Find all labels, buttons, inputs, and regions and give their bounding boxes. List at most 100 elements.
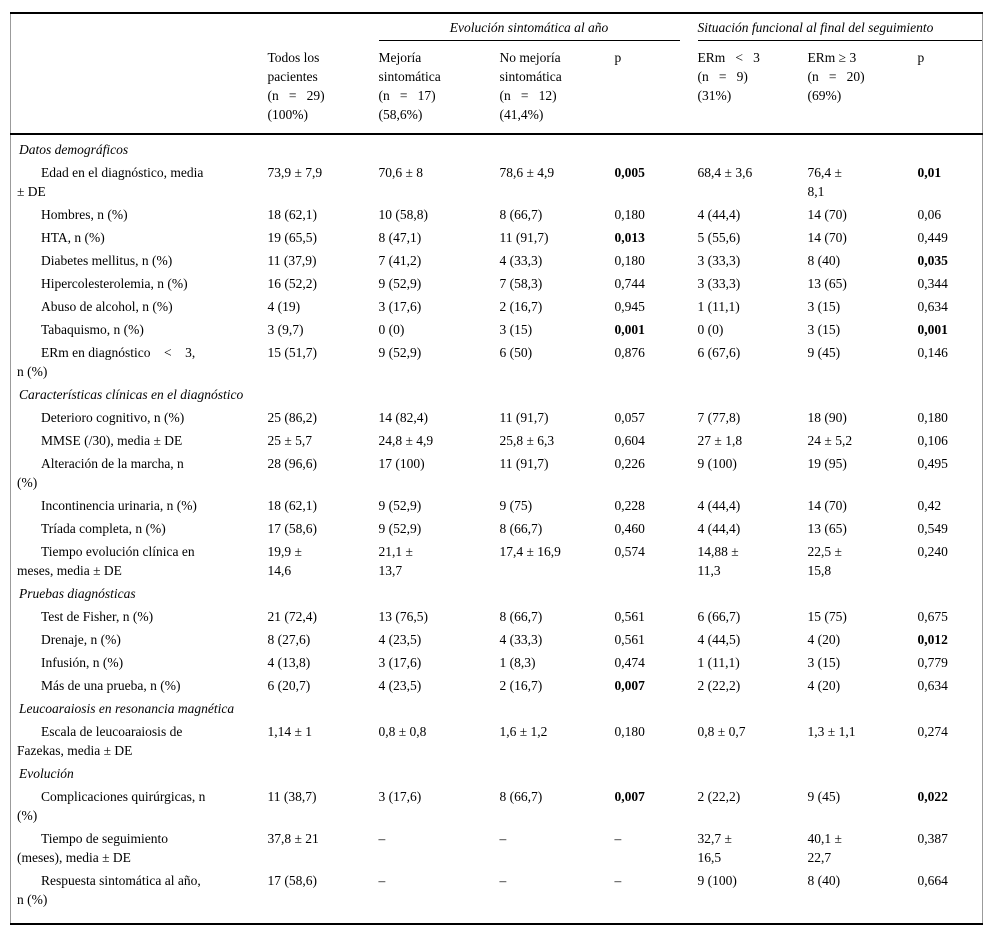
cell-p2: 0,344 (917, 276, 948, 291)
section-row: Leucoaraiosis en resonancia magnética (11, 697, 983, 720)
cell-erm_ge3: 24 ± 5,2 (807, 433, 853, 448)
cell-p1: 0,604 (614, 433, 645, 448)
cell-mejoria: 70,6 ± 8 (378, 165, 424, 180)
col-header-mejoria: Mejoría sintomática (n = 17) (58,6%) (378, 41, 500, 135)
cell-p2: 0,42 (917, 498, 942, 513)
table-row: Tabaquismo, n (%) 3 (9,7) 0 (0) 3 (15) 0,001… (11, 318, 983, 341)
cell-erm_ge3: 4 (20) (807, 678, 841, 693)
cell-mejoria: 3 (17,6) (378, 655, 422, 670)
cell-erm_ge3: 14 (70) (807, 498, 847, 513)
table-body: Datos demográficos Edad en el diagnóstico… (11, 134, 983, 924)
cell-erm_lt3: 32,7 ± 16,5 (697, 831, 732, 865)
cell-label: Incontinencia urinaria, n (%) (41, 498, 197, 513)
cell-no_mejoria: 7 (58,3) (499, 276, 543, 291)
cell-p1: 0,005 (614, 165, 645, 180)
cell-todos: 16 (52,2) (267, 276, 318, 291)
cell-erm_ge3: 3 (15) (807, 655, 841, 670)
cell-todos: 11 (38,7) (267, 789, 317, 804)
cell-erm_lt3: 2 (22,2) (697, 789, 741, 804)
cell-erm_ge3: 15 (75) (807, 609, 847, 624)
cell-erm_lt3: 5 (55,6) (697, 230, 741, 245)
cell-erm_lt3: 3 (33,3) (697, 253, 741, 268)
group-header-row: Evolución sintomática al año Situación fu… (11, 13, 983, 41)
cell-erm_lt3: 68,4 ± 3,6 (697, 165, 753, 180)
table-row: Complicaciones quirúrgicas, n (%) 11 (38,… (11, 785, 983, 827)
cell-todos: 11 (37,9) (267, 253, 317, 268)
cell-p2: 0,664 (917, 873, 948, 888)
section-row: Evolución (11, 762, 983, 785)
cell-mejoria: 4 (23,5) (378, 678, 422, 693)
cell-p1: 0,226 (614, 456, 645, 471)
cell-p2: 0,012 (917, 632, 948, 647)
cell-label: Deterioro cognitivo, n (%) (41, 410, 185, 425)
cell-p1: 0,561 (614, 609, 645, 624)
cell-erm_ge3: 8 (40) (807, 253, 841, 268)
cell-p1: 0,057 (614, 410, 645, 425)
cell-todos: 17 (58,6) (267, 521, 318, 536)
cell-label: Tiempo de seguimiento (meses), media ± D… (17, 831, 168, 865)
cell-mejoria: 8 (47,1) (378, 230, 422, 245)
cell-mejoria: 9 (52,9) (378, 345, 422, 360)
section-row: Datos demográficos (11, 134, 983, 161)
table-row: Hombres, n (%) 18 (62,1) 10 (58,8) 8 (66,7)… (11, 203, 983, 226)
cell-p2: 0,106 (917, 433, 948, 448)
cell-p1: 0,460 (614, 521, 645, 536)
cell-mejoria: 7 (41,2) (378, 253, 422, 268)
group-header-cell: Evolución sintomática al año (378, 13, 698, 41)
cell-todos: 4 (19) (267, 299, 301, 314)
cell-p2: 0,146 (917, 345, 948, 360)
table-row: Test de Fisher, n (%) 21 (72,4) 13 (76,5) 8… (11, 605, 983, 628)
section-label: Características clínicas en el diagnósti… (19, 387, 244, 402)
cell-no_mejoria: 8 (66,7) (499, 207, 543, 222)
cell-label: Complicaciones quirúrgicas, n (%) (17, 789, 206, 823)
cell-erm_ge3: 3 (15) (807, 322, 841, 337)
cell-erm_lt3: 0,8 ± 0,7 (697, 724, 746, 739)
cell-mejoria: 17 (100) (378, 456, 425, 471)
cell-label: Drenaje, n (%) (41, 632, 121, 647)
cell-todos: 28 (96,6) (267, 456, 318, 471)
cell-no_mejoria: 4 (33,3) (499, 632, 543, 647)
col-header-p1: p (614, 41, 698, 135)
cell-p1: 0,474 (614, 655, 645, 670)
cell-todos: 17 (58,6) (267, 873, 318, 888)
cell-mejoria: 9 (52,9) (378, 498, 422, 513)
cell-erm_ge3: 13 (65) (807, 521, 847, 536)
section-label: Datos demográficos (19, 142, 129, 157)
section-row: Pruebas diagnósticas (11, 582, 983, 605)
cell-no_mejoria: 78,6 ± 4,9 (499, 165, 555, 180)
table-row: Diabetes mellitus, n (%) 11 (37,9) 7 (41,2… (11, 249, 983, 272)
cell-todos: 6 (20,7) (267, 678, 311, 693)
cell-erm_ge3: 1,3 ± 1,1 (807, 724, 856, 739)
cell-p1: 0,013 (614, 230, 645, 245)
cell-no_mejoria: 1,6 ± 1,2 (499, 724, 548, 739)
table-row: Abuso de alcohol, n (%) 4 (19) 3 (17,6) 2 (… (11, 295, 983, 318)
cell-erm_ge3: 14 (70) (807, 230, 847, 245)
cell-p2: 0,449 (917, 230, 948, 245)
cell-todos: 1,14 ± 1 (267, 724, 313, 739)
cell-erm_lt3: 9 (100) (697, 873, 737, 888)
cell-erm_lt3: 27 ± 1,8 (697, 433, 743, 448)
cell-label: MMSE (/30), media ± DE (41, 433, 183, 448)
cell-mejoria: 4 (23,5) (378, 632, 422, 647)
cell-p1: 0,876 (614, 345, 645, 360)
cell-p2: 0,001 (917, 322, 948, 337)
col-header-label (10, 41, 268, 135)
cell-label: Edad en el diagnóstico, media ± DE (17, 165, 204, 199)
cell-p2: 0,01 (917, 165, 942, 180)
cell-erm_lt3: 0 (0) (697, 322, 724, 337)
cell-erm_lt3: 3 (33,3) (697, 276, 741, 291)
cell-todos: 25 (86,2) (267, 410, 318, 425)
cell-label: Más de una prueba, n (%) (41, 678, 181, 693)
table-row: Tiempo de seguimiento (meses), media ± D… (11, 827, 983, 869)
table-row: HTA, n (%) 19 (65,5) 8 (47,1) 11 (91,7) 0,01… (11, 226, 983, 249)
cell-p1: 0,574 (614, 544, 645, 559)
cell-erm_lt3: 9 (100) (697, 456, 737, 471)
cell-label: Hombres, n (%) (41, 207, 128, 222)
cell-no_mejoria: – (499, 873, 507, 888)
cell-todos: 15 (51,7) (267, 345, 318, 360)
cell-label: Respuesta sintomática al año, n (%) (17, 873, 201, 907)
cell-mejoria: 21,1 ± 13,7 (378, 544, 413, 578)
cell-label: Tiempo evolución clínica en meses, media… (17, 544, 195, 578)
cell-mejoria: – (378, 831, 386, 846)
